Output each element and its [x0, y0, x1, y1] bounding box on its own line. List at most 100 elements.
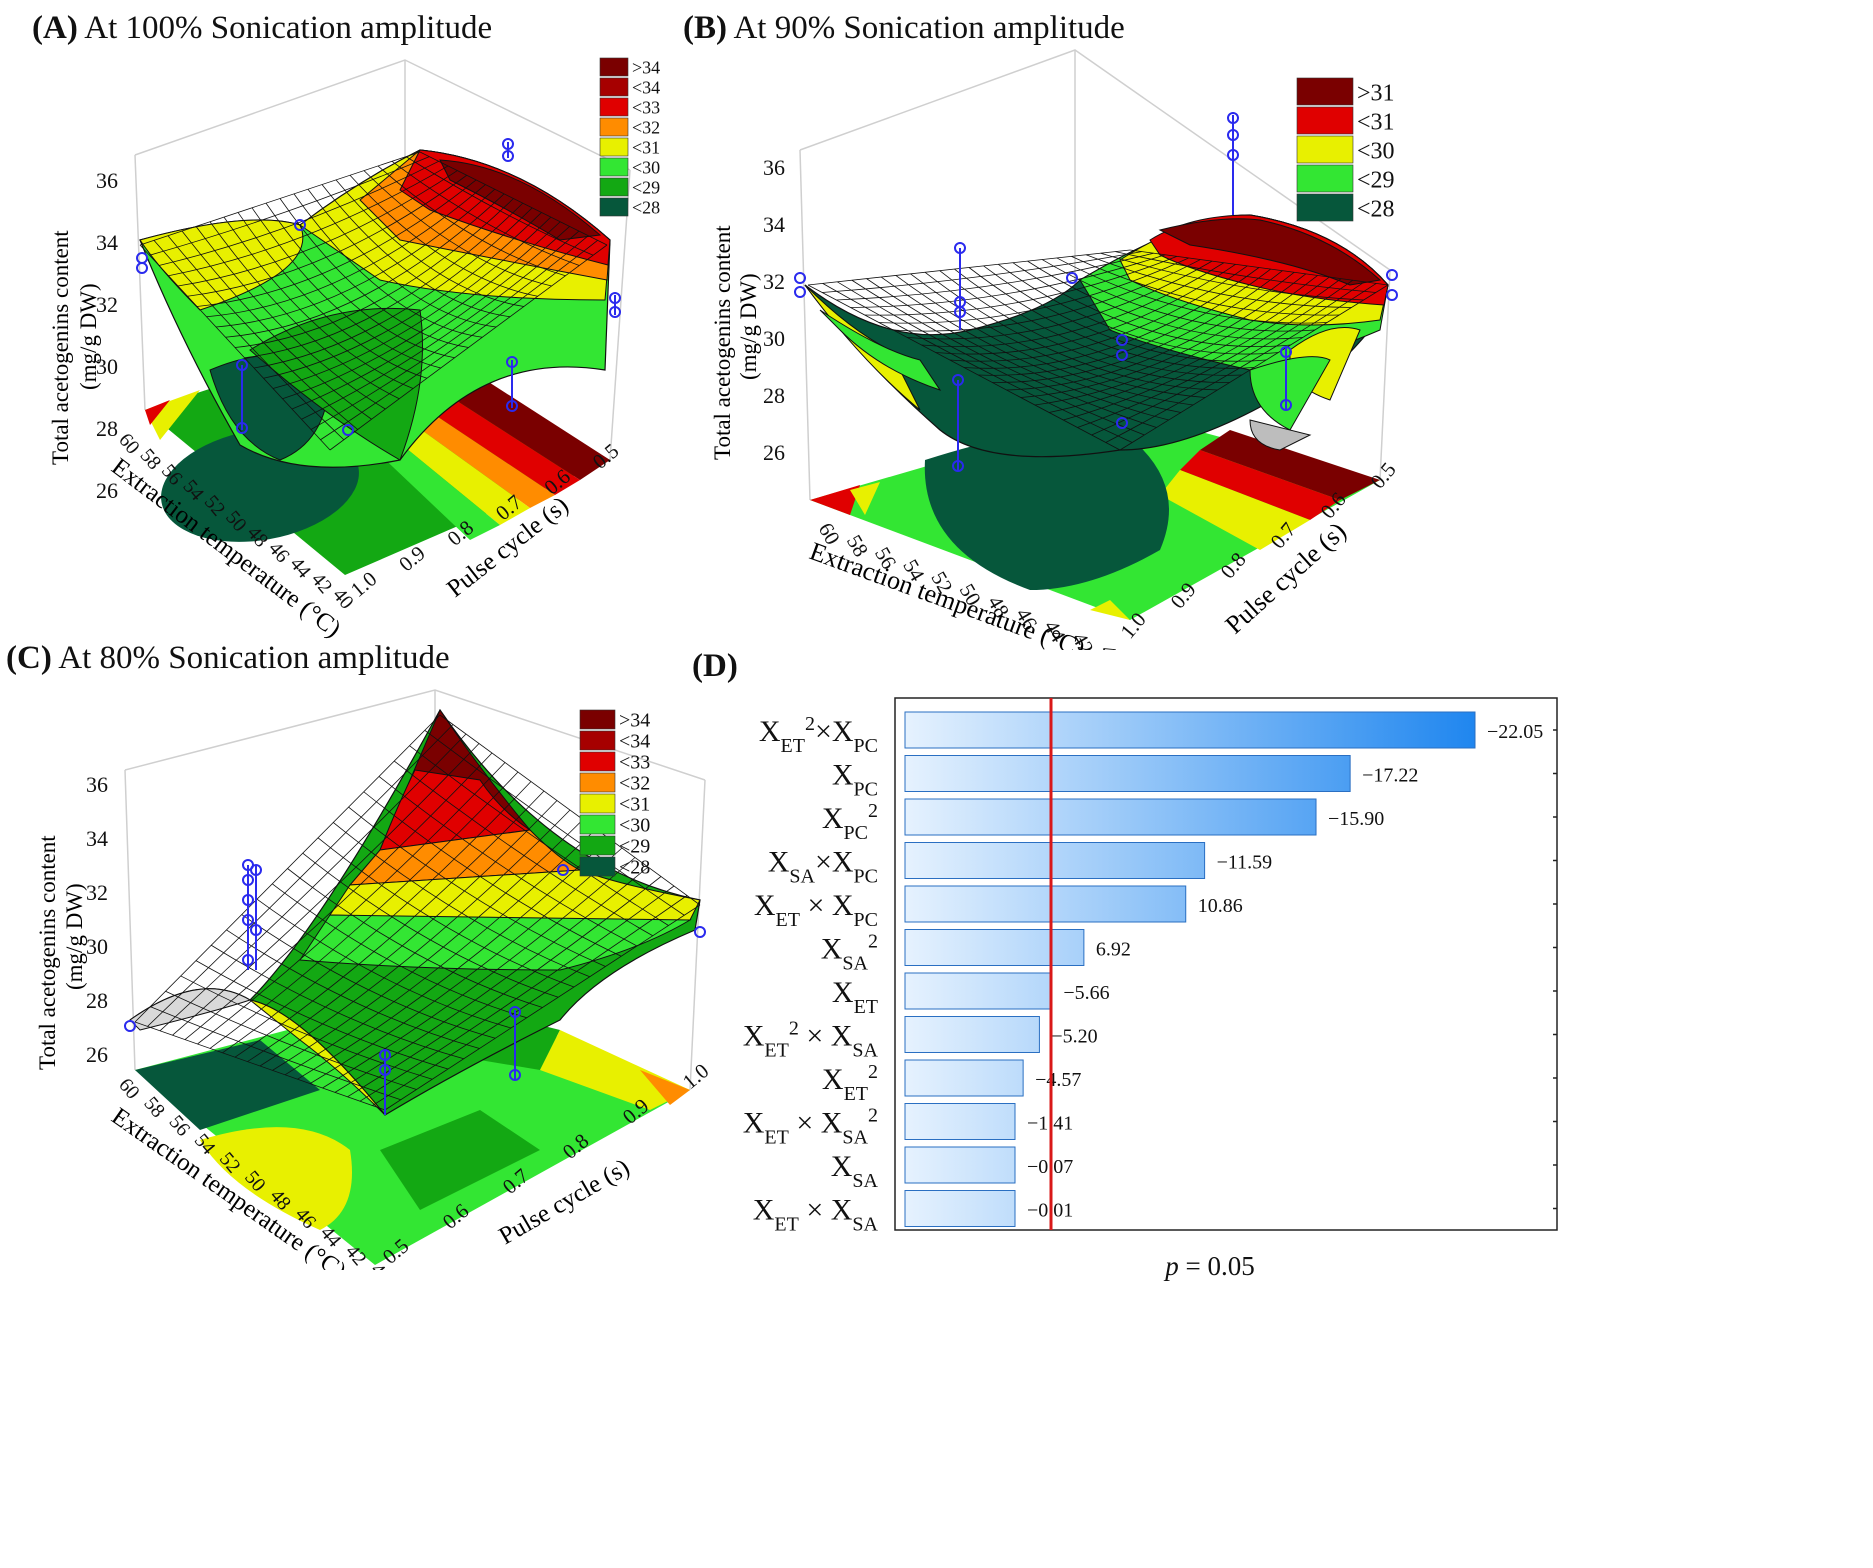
mesh-line	[197, 762, 506, 1045]
mesh-line	[1027, 260, 1303, 340]
bar-value-label: −5.66	[1063, 982, 1109, 1004]
mesh-line	[237, 212, 428, 379]
bar-value-label: −11.59	[1217, 852, 1273, 874]
legend-swatch	[1296, 193, 1354, 222]
bar	[904, 798, 1317, 836]
legend-swatch	[1296, 135, 1354, 164]
panel-d-plot-frame	[894, 697, 1558, 1231]
mesh-line	[837, 281, 1145, 436]
legend-label: <30	[632, 158, 660, 178]
category-label-part: 2	[868, 1061, 878, 1083]
mesh-line	[293, 193, 483, 338]
legend-label: <30	[619, 814, 650, 836]
mesh-line	[893, 259, 1201, 332]
panel-d-ref-label-value: = 0.05	[1179, 1251, 1255, 1281]
mesh-line	[1020, 273, 1307, 398]
panel-a-legend: >34<34<33<32<31<30<29<28	[599, 58, 660, 218]
mesh-line	[1129, 249, 1389, 286]
panel-a-z-label-2: (mg/g DW)	[76, 283, 101, 390]
mesh-line	[209, 771, 519, 1049]
mesh-line	[234, 198, 514, 348]
legend-swatch	[579, 772, 616, 793]
category-label-part: SA	[789, 866, 815, 888]
legend-swatch	[599, 157, 629, 177]
legend-label: <33	[632, 98, 660, 118]
mesh-line	[1105, 283, 1377, 443]
panel-b-title: (B) At 90% Sonication amplitude	[683, 10, 1125, 47]
bar	[904, 842, 1206, 879]
legend-swatch	[1296, 106, 1354, 135]
category-label-part: X	[831, 1194, 853, 1227]
panel-c-mesh	[134, 714, 701, 1111]
mesh-line	[302, 852, 559, 998]
bar-value-label: 6.92	[1096, 939, 1131, 961]
panel-c-surface-chart: 36 34 32 30 28 26 Total acetogenins cont…	[35, 689, 713, 1270]
panel-a-z-tick: 26	[96, 478, 118, 503]
mesh-line	[244, 202, 524, 359]
panel-b-z-ticks: 36 34 32 30 28 26	[763, 155, 785, 465]
panel-a-z-tick: 36	[96, 168, 118, 193]
mesh-line	[180, 975, 433, 1080]
panel-a-z-label-1: Total acetogenins content	[48, 230, 73, 465]
category-label-part: PC	[854, 866, 878, 888]
legend-swatch	[579, 856, 616, 877]
panel-c-z-tick: 34	[86, 826, 108, 851]
mesh-line	[924, 271, 1218, 391]
mesh-line	[159, 733, 467, 1032]
panel-a-z-tick: 32	[96, 292, 118, 317]
mesh-line	[272, 819, 584, 1071]
category-label: XET2	[822, 1061, 878, 1105]
legend-label: <31	[1357, 110, 1395, 136]
legend-swatch	[599, 117, 629, 137]
panel-b-z-tick: 26	[763, 440, 785, 465]
category-label-part: X	[831, 1020, 853, 1053]
panel-d-title: (D)	[692, 648, 738, 685]
category-label-part: X	[822, 802, 844, 835]
mesh-line	[168, 165, 449, 277]
mesh-line	[317, 837, 575, 988]
panel-d-letter: (D)	[692, 648, 738, 684]
legend-label: <33	[619, 751, 650, 773]
legend-swatch	[579, 835, 616, 856]
panel-a-surface	[139, 149, 611, 468]
panel-b-floor	[810, 410, 1380, 620]
legend-swatch	[579, 730, 616, 751]
category-label: XET × XSA2	[743, 1105, 878, 1149]
mesh-line	[206, 184, 486, 318]
legend-label: <32	[619, 772, 650, 794]
category-label-part: X	[768, 846, 790, 879]
legend-swatch	[1296, 164, 1354, 193]
mesh-line	[895, 275, 1194, 406]
mesh-line	[282, 221, 561, 400]
panel-c-z-tick: 32	[86, 880, 108, 905]
category-label-part: X	[822, 1063, 844, 1096]
legend-swatch	[579, 751, 616, 772]
panel-a-letter: (A)	[32, 10, 78, 46]
panel-c-title: (C) At 80% Sonication amplitude	[6, 640, 450, 677]
axis-tick: 60	[114, 429, 144, 458]
panel-c-z-tick: 26	[86, 1042, 108, 1067]
category-label: XET × XSA	[753, 1194, 879, 1236]
mesh-line	[172, 743, 480, 1036]
category-label-part: PC	[854, 779, 878, 801]
mesh-line	[394, 760, 653, 937]
bar	[904, 1059, 1024, 1097]
panel-b-z-tick: 28	[763, 383, 785, 408]
mesh-line	[363, 791, 622, 957]
panel-b-mesh	[807, 249, 1389, 451]
mesh-line	[322, 857, 636, 1089]
panel-c-z-ticks: 36 34 32 30 28 26	[86, 772, 108, 1067]
category-label: XSA×XPC	[768, 846, 878, 888]
panel-c-z-label-1: Total acetogenins content	[35, 835, 60, 1070]
mesh-line	[334, 866, 649, 1093]
category-label-part: SA	[842, 953, 868, 975]
mesh-line	[177, 170, 458, 287]
legend-label: <29	[632, 178, 660, 198]
legend-label: >31	[1357, 81, 1395, 107]
legend-label: >34	[619, 709, 650, 731]
mesh-line	[301, 230, 580, 420]
legend-label: <29	[1357, 168, 1395, 194]
mesh-line	[419, 151, 608, 246]
panel-d-ref-label: p = 0.05	[1163, 1251, 1254, 1281]
mesh-line	[320, 240, 598, 441]
